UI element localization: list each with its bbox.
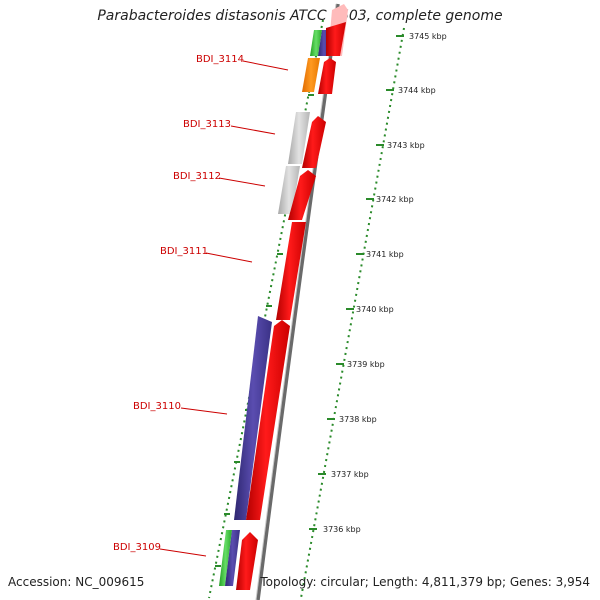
tick-label: 3740 kbp [356, 305, 394, 314]
gene-label[interactable]: BDI_3109 [113, 542, 161, 553]
tick-label: 3742 kbp [376, 195, 414, 204]
tick-label: 3741 kbp [366, 250, 404, 259]
gene-arrow[interactable] [234, 316, 272, 520]
gene-arrow[interactable] [318, 58, 336, 94]
gene-label[interactable]: BDI_3111 [160, 246, 208, 257]
tick-label: 3738 kbp [339, 415, 377, 424]
gene-label[interactable]: BDI_3112 [173, 171, 221, 182]
tick-label: 3744 kbp [398, 86, 436, 95]
gene-arrow[interactable] [302, 58, 320, 92]
gene-arrow[interactable] [278, 166, 300, 214]
gene-arrow[interactable] [288, 170, 316, 220]
gene-arrow[interactable] [225, 530, 240, 586]
tick-label: 3743 kbp [387, 141, 425, 150]
reverse-strand-features [219, 30, 330, 586]
tick-label: 3745 kbp [409, 32, 447, 41]
kbp-ruler: 3745 kbp 3744 kbp 3743 kbp 3742 kbp 3741… [309, 32, 447, 534]
forward-strand-features [236, 4, 348, 590]
tick-label: 3737 kbp [331, 470, 369, 479]
gene-label[interactable]: BDI_3113 [183, 119, 231, 130]
gene-arrow[interactable] [288, 112, 310, 164]
tick-label: 3736 kbp [323, 525, 361, 534]
gene-arrow[interactable] [326, 22, 346, 56]
topology-label: Topology: circular; Length: 4,811,379 bp… [260, 575, 590, 589]
gene-arrow[interactable] [276, 222, 306, 320]
genome-title: Parabacteroides distasonis ATCC 8503, co… [97, 8, 503, 24]
gene-arrow[interactable] [302, 116, 326, 168]
gene-arrow[interactable] [236, 532, 258, 590]
tick-label: 3739 kbp [347, 360, 385, 369]
gene-labels: BDI_3114 BDI_3113 BDI_3112 BDI_3111 BDI_… [113, 54, 289, 557]
gene-label[interactable]: BDI_3114 [196, 54, 244, 65]
left-dotted-track [208, 19, 324, 599]
right-dotted-track [300, 27, 405, 599]
accession-label: Accession: NC_009615 [8, 575, 145, 589]
gene-label[interactable]: BDI_3110 [133, 401, 181, 412]
gene-arrow[interactable] [246, 320, 290, 520]
gene-arrow[interactable] [219, 530, 232, 586]
